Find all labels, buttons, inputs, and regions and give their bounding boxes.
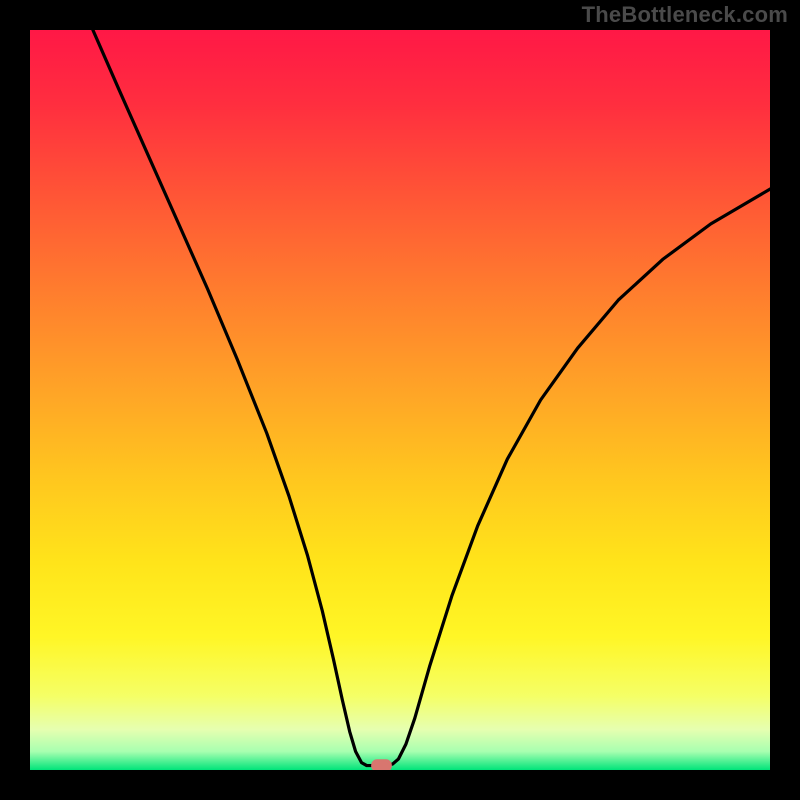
bottleneck-chart — [30, 30, 770, 770]
optimal-point-marker — [371, 759, 392, 770]
watermark-text: TheBottleneck.com — [582, 2, 788, 28]
